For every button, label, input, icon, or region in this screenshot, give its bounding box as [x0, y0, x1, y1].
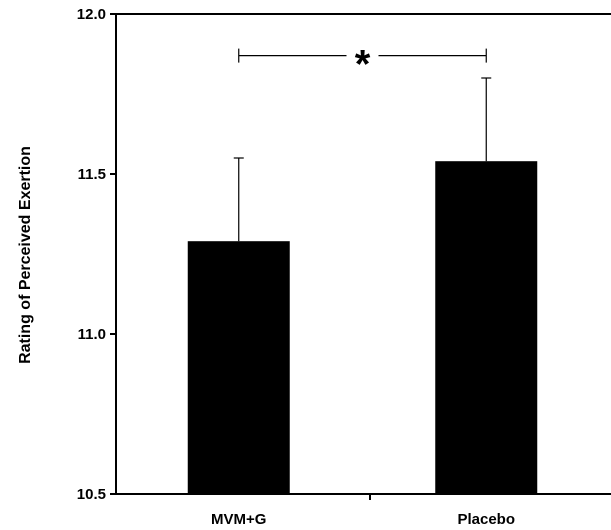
category-labels: MVM+G Placebo [211, 511, 515, 528]
y-tick-label: 12.0 [77, 6, 106, 23]
bars [187, 161, 538, 494]
y-ticks: 10.5 11.0 11.5 12.0 [77, 6, 116, 503]
bar-mvm-g [187, 241, 290, 494]
category-label: MVM+G [211, 511, 266, 528]
category-label: Placebo [457, 511, 515, 528]
y-tick-label: 10.5 [77, 486, 106, 503]
y-tick-label: 11.5 [78, 166, 106, 183]
significance-annotations: * [238, 43, 487, 87]
y-axis-title: Rating of Perceived Exertion [17, 146, 34, 364]
error-bars [233, 77, 492, 242]
bar-placebo [435, 161, 538, 494]
significance-asterisk: * [355, 43, 371, 87]
y-tick-label: 11.0 [78, 326, 106, 343]
